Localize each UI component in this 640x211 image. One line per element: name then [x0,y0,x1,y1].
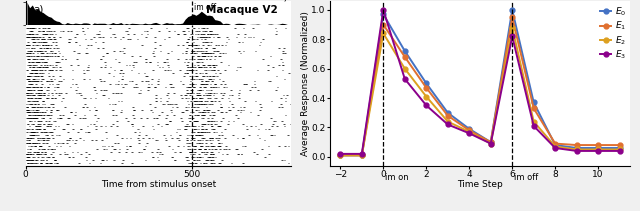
Legend: $E_0$, $E_1$, $E_2$, $E_3$: $E_0$, $E_1$, $E_2$, $E_3$ [600,5,626,61]
$E_1$ [530,107,538,110]
$E_2$ [508,26,516,29]
$E_1$ [444,114,452,117]
$E_3$ [552,147,559,149]
$E_3$ [422,104,430,107]
$E_3$ [380,9,387,11]
$E_1$ [358,154,365,157]
Line: $E_3$: $E_3$ [338,7,622,156]
$E_2$ [552,145,559,148]
$E_0$ [444,111,452,114]
$E_0$ [552,144,559,146]
$E_2$ [422,95,430,98]
$E_0$ [358,154,365,157]
Text: Macaque V2: Macaque V2 [206,5,278,15]
$E_1$ [337,154,344,157]
$E_3$ [616,150,623,152]
$E_3$ [337,153,344,155]
$E_2$ [401,67,409,70]
Line: $E_0$: $E_0$ [338,7,622,158]
$E_3$ [444,123,452,126]
$E_3$ [465,132,473,135]
$E_2$ [358,154,365,157]
$E_0$ [401,50,409,52]
$E_1$ [401,56,409,58]
$E_3$ [401,78,409,80]
$E_1$ [573,144,580,146]
$E_2$ [380,32,387,35]
X-axis label: Time from stimulus onset: Time from stimulus onset [100,180,216,189]
$E_2$ [465,131,473,133]
Text: b): b) [277,0,287,1]
$E_1$ [487,141,495,143]
$E_0$ [616,147,623,149]
$E_0$ [573,147,580,149]
$E_3$ [508,35,516,38]
$E_2$ [573,148,580,151]
$E_1$ [595,144,602,146]
Line: $E_2$: $E_2$ [338,25,622,158]
$E_2$ [487,142,495,145]
$E_1$ [380,23,387,26]
$E_1$ [616,144,623,146]
Text: im off: im off [195,3,216,12]
$E_3$ [358,153,365,155]
$E_2$ [444,120,452,123]
Text: im off: im off [514,173,538,182]
$E_0$ [508,9,516,11]
$E_3$ [530,125,538,127]
Text: a): a) [33,5,44,15]
$E_0$ [422,82,430,85]
$E_0$ [380,13,387,16]
$E_1$ [422,87,430,89]
$E_1$ [465,129,473,132]
$E_2$ [616,148,623,151]
Text: im on: im on [385,173,409,182]
$E_0$ [530,101,538,104]
$E_1$ [508,16,516,19]
$E_0$ [337,154,344,157]
Y-axis label: Average Response (Normalized): Average Response (Normalized) [301,11,310,156]
$E_2$ [530,120,538,123]
$E_0$ [487,141,495,143]
$E_3$ [595,150,602,152]
$E_0$ [465,128,473,130]
X-axis label: Time Step: Time Step [457,180,503,189]
Title: PredNet: PredNet [452,0,508,1]
$E_0$ [595,147,602,149]
$E_2$ [337,154,344,157]
Line: $E_1$: $E_1$ [338,15,622,158]
$E_2$ [595,148,602,151]
$E_3$ [487,142,495,145]
$E_3$ [573,150,580,152]
$E_1$ [552,142,559,145]
